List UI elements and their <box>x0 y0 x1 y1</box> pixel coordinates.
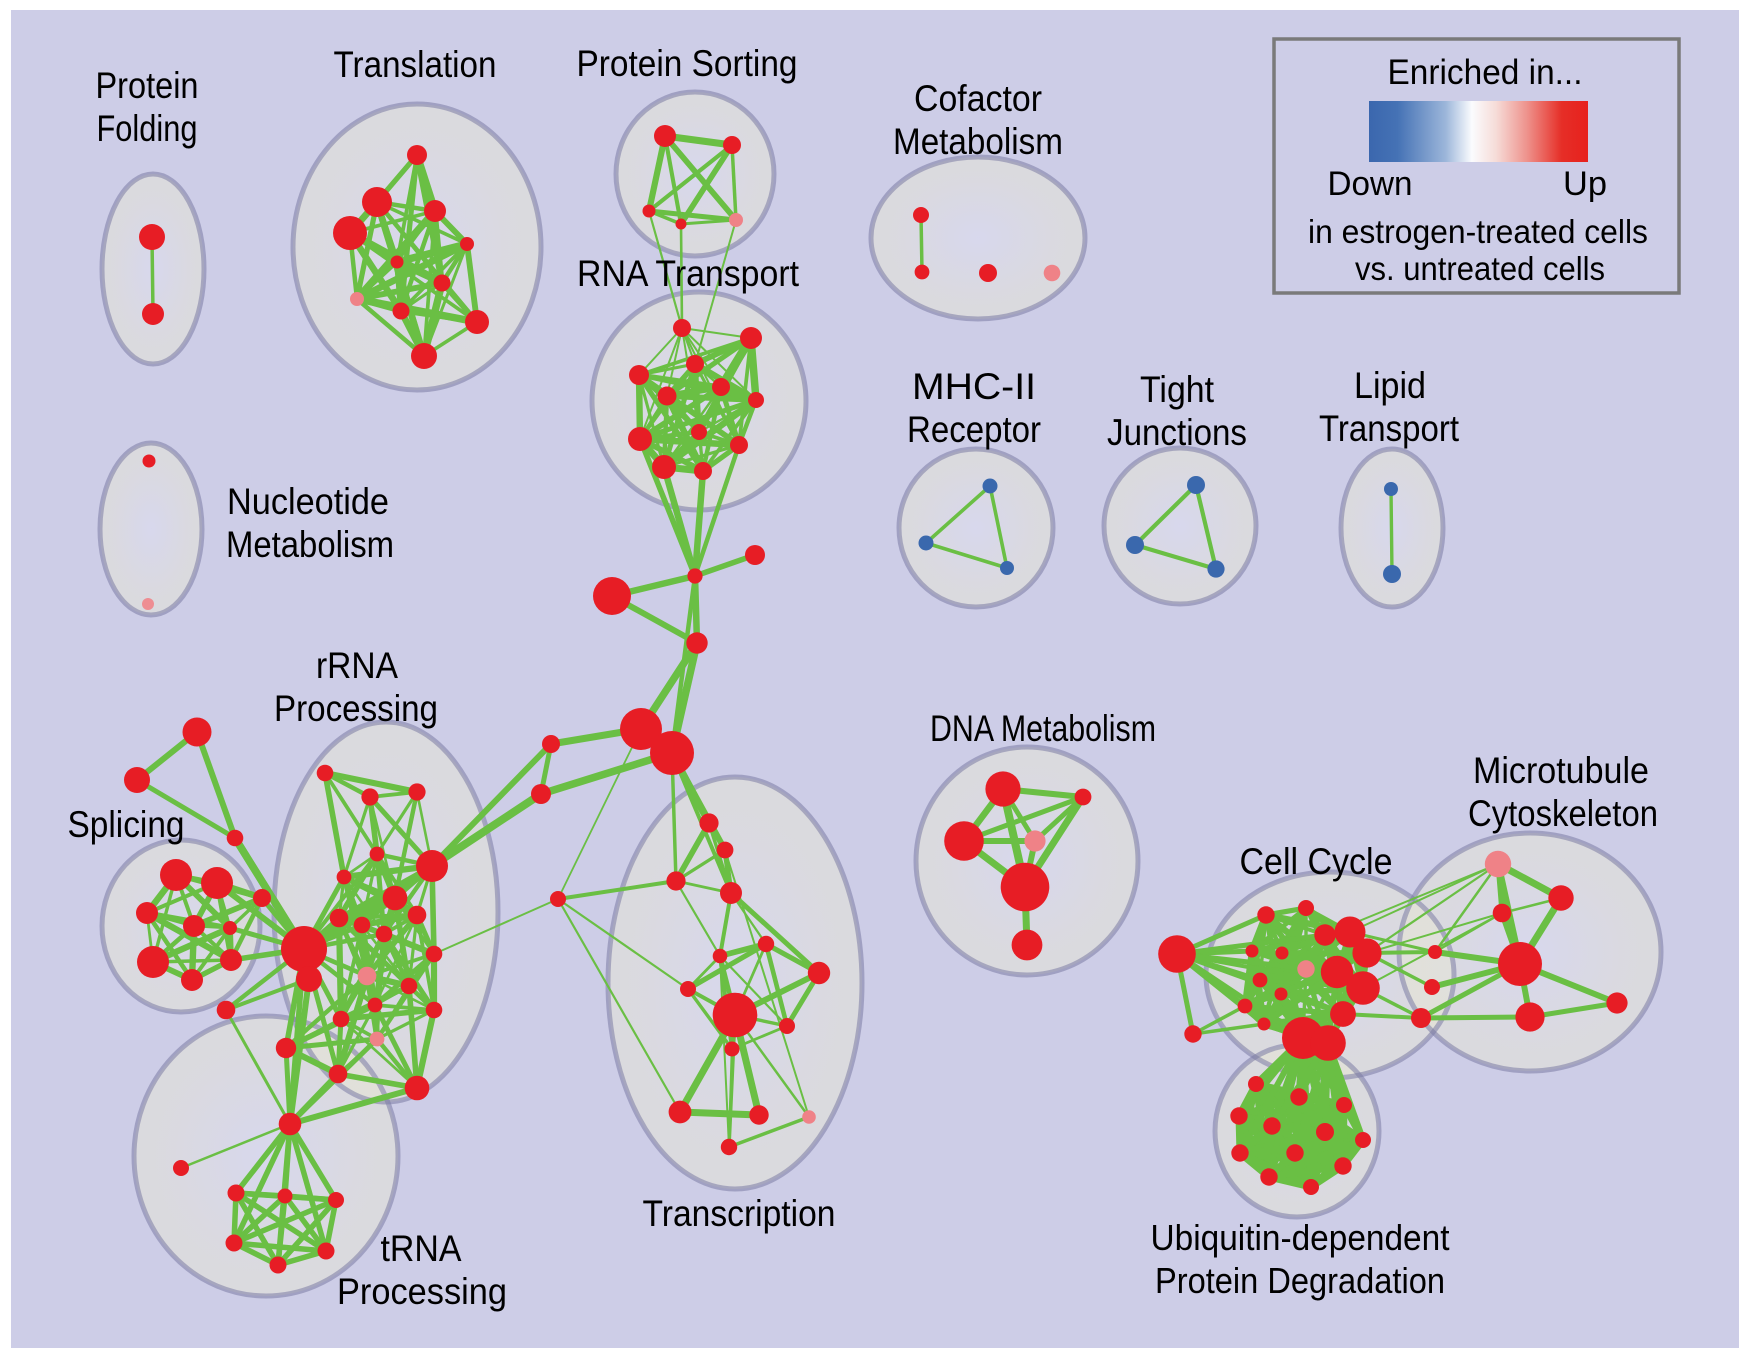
svg-text:Folding: Folding <box>97 108 198 149</box>
svg-text:tRNA: tRNA <box>381 1228 462 1269</box>
svg-text:Up: Up <box>1563 165 1607 203</box>
svg-text:Cell Cycle: Cell Cycle <box>1240 841 1393 882</box>
svg-text:Protein Degradation: Protein Degradation <box>1155 1260 1445 1301</box>
svg-text:vs. untreated cells: vs. untreated cells <box>1355 250 1605 287</box>
svg-text:rRNA: rRNA <box>316 645 398 686</box>
svg-text:Protein: Protein <box>96 65 199 106</box>
svg-text:in estrogen-treated cells: in estrogen-treated cells <box>1308 213 1648 250</box>
svg-text:Receptor: Receptor <box>907 409 1041 450</box>
svg-text:Protein Sorting: Protein Sorting <box>577 43 798 84</box>
svg-text:Lipid: Lipid <box>1354 365 1426 406</box>
svg-text:Cofactor: Cofactor <box>914 78 1042 119</box>
svg-text:Splicing: Splicing <box>68 804 185 845</box>
svg-text:Nucleotide: Nucleotide <box>227 481 389 522</box>
svg-text:Tight: Tight <box>1140 369 1215 410</box>
svg-text:Processing: Processing <box>337 1271 507 1312</box>
svg-text:Metabolism: Metabolism <box>893 121 1063 162</box>
svg-text:Transport: Transport <box>1319 408 1460 449</box>
svg-text:Processing: Processing <box>274 688 438 729</box>
svg-text:MHC-II: MHC-II <box>912 366 1036 407</box>
svg-text:Junctions: Junctions <box>1107 412 1247 453</box>
svg-text:Microtubule: Microtubule <box>1473 750 1649 791</box>
svg-text:Metabolism: Metabolism <box>226 524 394 565</box>
svg-text:Cytoskeleton: Cytoskeleton <box>1468 793 1658 834</box>
svg-text:Enriched in...: Enriched in... <box>1388 53 1583 92</box>
svg-text:RNA Transport: RNA Transport <box>577 253 800 294</box>
svg-text:Transcription: Transcription <box>643 1193 836 1234</box>
svg-text:Ubiquitin-dependent: Ubiquitin-dependent <box>1151 1217 1450 1258</box>
svg-text:DNA Metabolism: DNA Metabolism <box>930 708 1156 749</box>
svg-text:Translation: Translation <box>334 44 497 85</box>
svg-text:Down: Down <box>1328 165 1413 203</box>
